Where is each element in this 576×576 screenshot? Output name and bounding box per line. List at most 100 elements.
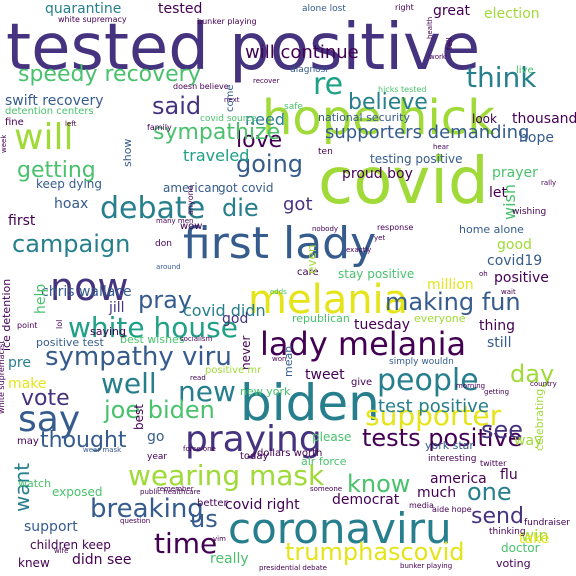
word-thinking: thinking	[489, 527, 526, 537]
word-positive-mr: positive mr	[205, 365, 262, 376]
word-covid-right: covid right	[225, 497, 300, 513]
word-positive-test: positive test	[36, 336, 104, 349]
word-pre: pre	[8, 355, 31, 371]
word-hope-hick: hope hick	[262, 90, 495, 146]
word-tell: tell	[445, 37, 454, 50]
word-morning: morning	[456, 382, 486, 390]
word-help: help	[33, 283, 49, 314]
word-best: best	[132, 404, 146, 430]
word-joe-biden: joe biden	[104, 396, 215, 424]
word-first-lady: first lady	[183, 218, 377, 269]
word-still: still	[487, 335, 512, 351]
word-right: right	[395, 3, 414, 12]
word-country: country	[530, 380, 557, 388]
word-well: well	[101, 367, 157, 400]
word-good: good	[497, 237, 532, 253]
word-coronaviru: coronaviru	[228, 504, 452, 553]
word-family: family	[147, 123, 172, 132]
word-traveled: traveled	[183, 146, 250, 165]
word-melania: melania	[248, 277, 409, 323]
word-diagnosi: diagnosi	[290, 65, 328, 75]
word-care: care	[297, 267, 319, 278]
word-sympathy-viru: sympathy viru	[45, 342, 232, 372]
word-breaking: breaking	[90, 494, 204, 524]
word-now: now	[50, 265, 129, 309]
word-win: win	[521, 526, 549, 545]
word-god: god	[222, 311, 249, 327]
word-alone-lost: alone lost	[302, 4, 346, 14]
word-speedy-recovery: speedy recovery	[18, 62, 201, 87]
word-lol: lol	[55, 319, 64, 329]
word-covid: covid	[318, 145, 489, 219]
word-go: go	[147, 429, 165, 445]
word-celebrating: celebrating	[533, 388, 546, 451]
word-got: got	[283, 194, 313, 215]
word-us: us	[190, 505, 218, 533]
word-flu: flu	[500, 467, 518, 483]
word-debate: debate	[100, 191, 206, 226]
word-day: day	[510, 360, 555, 388]
word-proud-boy: proud boy	[342, 166, 413, 182]
word-wow: wow	[180, 221, 203, 232]
word-better: better	[197, 498, 228, 509]
word-oh: oh	[479, 270, 488, 278]
word-will: will	[14, 117, 74, 158]
word-new-york: new york	[240, 385, 291, 398]
word-going: going	[236, 150, 304, 178]
word-need: need	[245, 110, 285, 129]
word-take: take	[519, 531, 550, 547]
word-campaign: campaign	[12, 230, 131, 258]
word-week: week	[0, 134, 8, 153]
word-socialism: socialism	[180, 335, 213, 343]
word-time: time	[154, 527, 218, 560]
word-vote: vote	[21, 386, 70, 411]
word-rally: rally	[541, 179, 557, 187]
word-exactly: exactly	[346, 246, 372, 254]
word-public-healthcare: public healthcare	[140, 488, 201, 496]
word-won: won	[272, 355, 287, 363]
word-hope: hope	[519, 130, 554, 146]
word-really: really	[210, 551, 249, 567]
word-response: response	[377, 223, 414, 232]
word-tested: tested	[158, 1, 203, 17]
word-come: come	[225, 84, 236, 112]
word-live: live	[516, 65, 534, 76]
word-know: know	[347, 470, 411, 498]
word-prayer: prayer	[492, 165, 538, 181]
word-lady-melania: lady melania	[260, 325, 467, 363]
word-new: new	[178, 375, 236, 408]
word-wearing-mask: wearing mask	[128, 459, 325, 492]
word-tests-positive: tests positive	[362, 424, 523, 452]
word-election: election	[484, 6, 540, 22]
word-think: think	[466, 61, 537, 94]
word-bunker-playing-small: bunker playing	[400, 562, 453, 570]
word-covid-source: covid source	[200, 114, 257, 124]
word-biden: biden	[240, 374, 380, 432]
word-american: american	[163, 181, 220, 195]
word-covid-didn: covid didn	[183, 301, 266, 320]
word-send: send	[471, 504, 524, 529]
word-force-one: force one	[183, 445, 216, 453]
word-praying: praying	[185, 419, 322, 460]
word-million: million	[427, 277, 474, 293]
word-yet: yet	[374, 234, 386, 242]
word-jill: jill	[109, 300, 125, 316]
word-swift-recovery: swift recovery	[5, 93, 104, 109]
word-wait: wait	[501, 288, 516, 296]
word-vim: vim	[213, 535, 226, 543]
word-someone: someone	[310, 485, 343, 493]
word-knew: knew	[18, 556, 50, 570]
word-see: see	[481, 416, 524, 444]
word-question: question	[120, 517, 151, 525]
word-health: health	[426, 16, 434, 39]
word-hear: hear	[433, 143, 449, 151]
word-pray: pray	[138, 286, 193, 314]
word-safe: safe	[284, 102, 303, 112]
word-supporters-demanding: supporters demanding	[325, 122, 530, 143]
word-white-supremacist: white supremacist	[0, 340, 6, 414]
word-stay-positive: stay positive	[338, 267, 415, 281]
word-will-continue: will continue	[245, 42, 359, 63]
word-thought: thought	[40, 428, 127, 453]
word-nobody: nobody	[312, 225, 339, 233]
